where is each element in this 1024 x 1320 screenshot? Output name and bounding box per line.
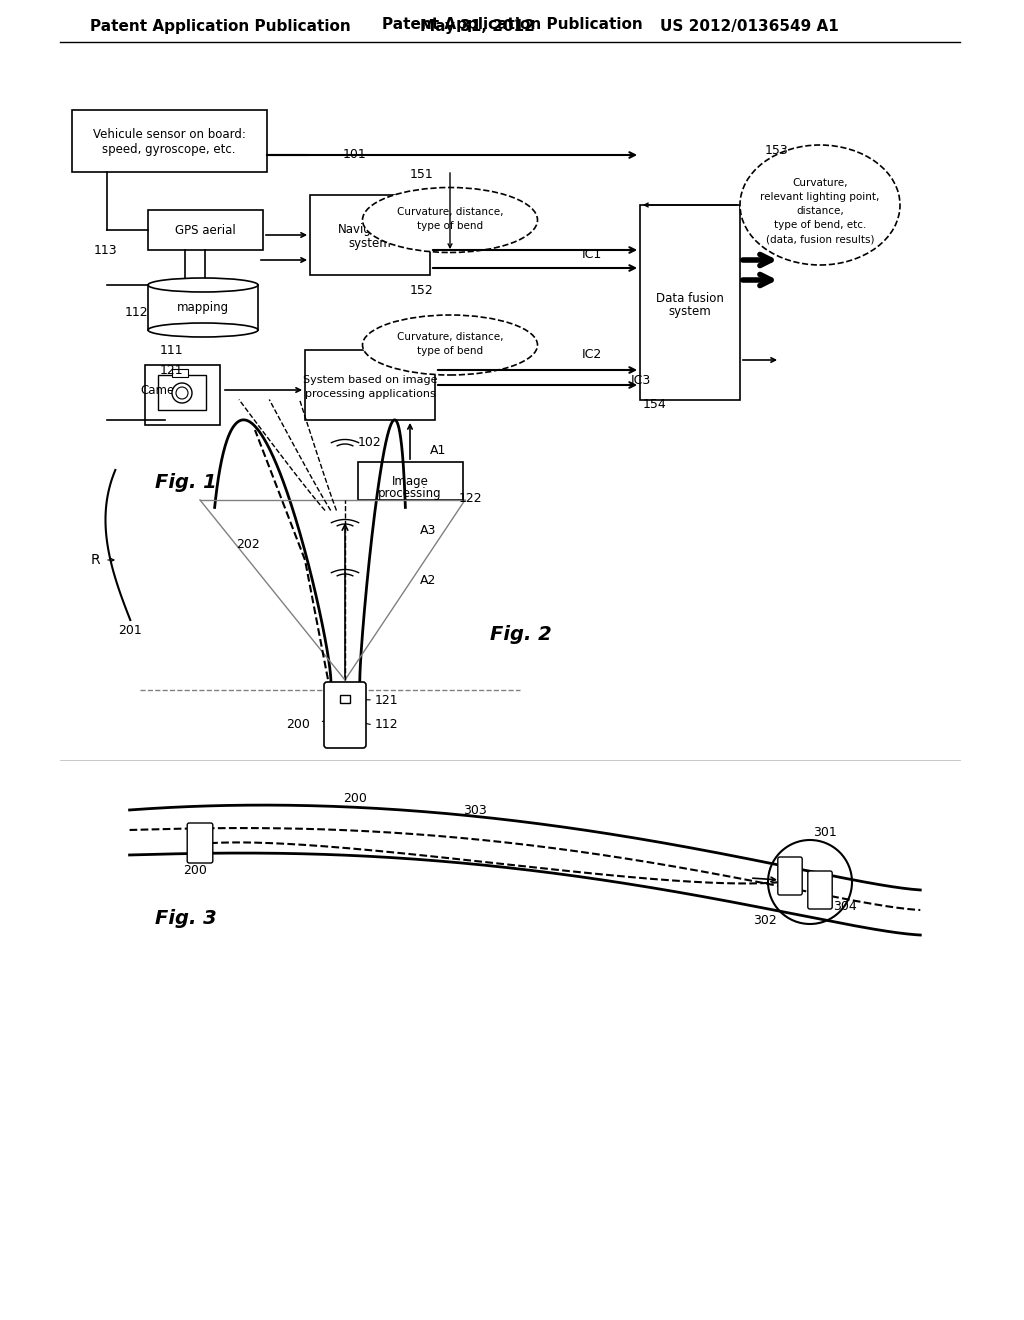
Text: type of bend, etc.: type of bend, etc. <box>774 220 866 230</box>
Text: Patent Application Publication: Patent Application Publication <box>90 20 351 34</box>
Text: 152: 152 <box>411 284 434 297</box>
FancyBboxPatch shape <box>145 366 220 425</box>
Ellipse shape <box>362 315 538 375</box>
FancyBboxPatch shape <box>310 195 430 275</box>
Text: IC3: IC3 <box>631 374 651 387</box>
Text: GPS aerial: GPS aerial <box>175 223 236 236</box>
Text: 200: 200 <box>286 718 310 731</box>
Text: 304: 304 <box>834 900 857 913</box>
Text: A3: A3 <box>420 524 436 536</box>
Text: 201: 201 <box>118 623 142 636</box>
Text: type of bend: type of bend <box>417 346 483 356</box>
Text: Curvature,: Curvature, <box>793 178 848 187</box>
Text: 200: 200 <box>343 792 367 805</box>
Text: IC1: IC1 <box>582 248 602 260</box>
Text: (data, fusion results): (data, fusion results) <box>766 234 874 244</box>
Text: 121: 121 <box>375 693 398 706</box>
Text: Curvature, distance,: Curvature, distance, <box>396 333 503 342</box>
Text: IC2: IC2 <box>582 347 602 360</box>
Text: Vehicule sensor on board:: Vehicule sensor on board: <box>92 128 246 141</box>
Text: 151: 151 <box>411 169 434 181</box>
Text: 303: 303 <box>463 804 486 817</box>
Text: 111: 111 <box>159 343 183 356</box>
Text: A1: A1 <box>430 444 446 457</box>
Text: type of bend: type of bend <box>417 220 483 231</box>
Text: 112: 112 <box>375 718 398 731</box>
Text: 113: 113 <box>93 243 117 256</box>
FancyBboxPatch shape <box>158 375 206 411</box>
Text: 122: 122 <box>458 491 482 504</box>
Text: distance,: distance, <box>796 206 844 216</box>
Text: Camera: Camera <box>140 384 187 396</box>
Text: 301: 301 <box>813 826 837 840</box>
Text: relevant lighting point,: relevant lighting point, <box>760 191 880 202</box>
FancyBboxPatch shape <box>187 822 213 863</box>
Text: speed, gyroscope, etc.: speed, gyroscope, etc. <box>102 143 236 156</box>
FancyBboxPatch shape <box>340 696 350 704</box>
Text: processing: processing <box>378 487 441 500</box>
FancyBboxPatch shape <box>358 462 463 500</box>
FancyBboxPatch shape <box>172 370 188 378</box>
Text: 154: 154 <box>643 397 667 411</box>
Text: Curvature, distance,: Curvature, distance, <box>396 207 503 216</box>
Text: 200: 200 <box>183 865 207 876</box>
Text: 153: 153 <box>765 144 788 157</box>
Text: R: R <box>90 553 100 568</box>
Text: 302: 302 <box>753 913 777 927</box>
Text: 202: 202 <box>237 539 260 552</box>
Text: 112: 112 <box>124 305 147 318</box>
Text: Navigation: Navigation <box>338 223 402 236</box>
Text: Fig. 1: Fig. 1 <box>155 473 217 491</box>
Ellipse shape <box>148 279 258 292</box>
Text: mapping: mapping <box>177 301 229 314</box>
Text: System based on image: System based on image <box>303 375 437 385</box>
Text: May 31, 2012: May 31, 2012 <box>420 20 535 34</box>
Text: US 2012/0136549 A1: US 2012/0136549 A1 <box>660 20 839 34</box>
Ellipse shape <box>740 145 900 265</box>
Text: 121: 121 <box>159 363 183 376</box>
Text: processing applications: processing applications <box>304 389 435 399</box>
Ellipse shape <box>148 323 258 337</box>
Text: 102: 102 <box>358 436 382 449</box>
FancyBboxPatch shape <box>640 205 740 400</box>
Text: system: system <box>669 305 712 318</box>
Text: Fig. 3: Fig. 3 <box>155 908 217 928</box>
FancyBboxPatch shape <box>148 210 263 249</box>
Text: Data fusion: Data fusion <box>656 292 724 305</box>
FancyBboxPatch shape <box>778 857 802 895</box>
Text: A2: A2 <box>420 573 436 586</box>
FancyBboxPatch shape <box>148 285 258 330</box>
FancyBboxPatch shape <box>808 871 833 909</box>
Text: system: system <box>348 238 391 251</box>
FancyBboxPatch shape <box>305 350 435 420</box>
FancyBboxPatch shape <box>324 682 366 748</box>
Ellipse shape <box>362 187 538 252</box>
Text: 101: 101 <box>343 149 367 161</box>
Text: Image: Image <box>391 474 428 487</box>
Circle shape <box>172 383 193 403</box>
Text: Fig. 2: Fig. 2 <box>490 626 552 644</box>
Circle shape <box>176 387 188 399</box>
Text: Patent Application Publication: Patent Application Publication <box>382 17 642 33</box>
FancyBboxPatch shape <box>72 110 267 172</box>
